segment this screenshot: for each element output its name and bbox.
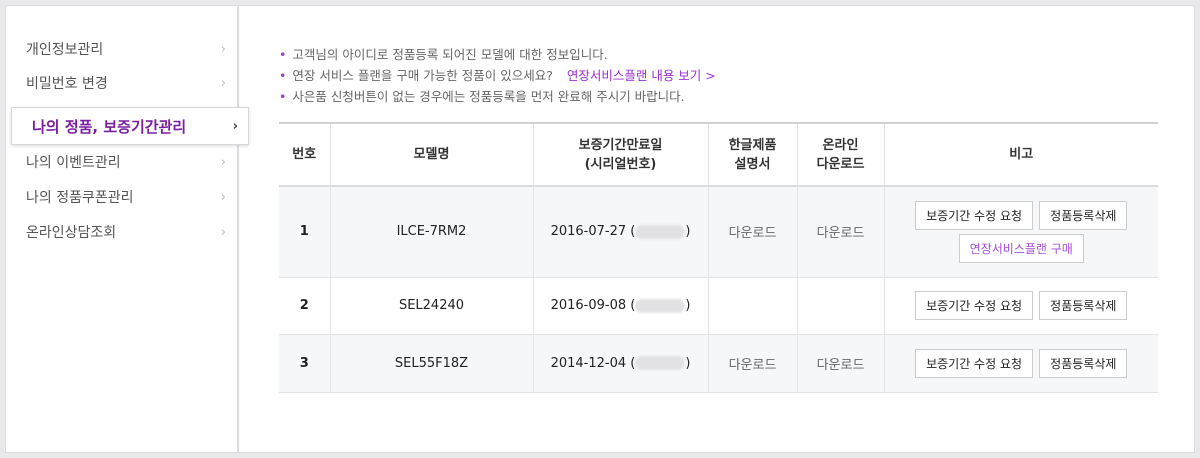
actions-cell: 보증기간 수정 요청 정품등록삭제 연장서비스플랜 구매 [883, 186, 1158, 277]
header-model: 모델명 [329, 123, 534, 186]
table-row: 1 ILCE-7RM2 2016-07-27 () 다운로드 다운로드 보증기간… [279, 186, 1158, 277]
buy-extended-plan-button[interactable]: 연장서비스플랜 구매 [958, 233, 1084, 263]
delete-registration-button[interactable]: 정품등록삭제 [1039, 291, 1128, 320]
warranty-date: 2014-12-04 () [532, 334, 709, 392]
chevron-right-icon: › [232, 118, 238, 134]
sidebar-item-password[interactable]: 비밀번호 변경 › [26, 66, 226, 100]
header-online: 온라인 다운로드 [796, 123, 885, 186]
chevron-right-icon: › [220, 154, 226, 170]
note-line: • 연장 서비스 플랜을 구매 가능한 정품이 있으세요? 연장서비스플랜 내용 보… [279, 65, 716, 86]
bullet-icon: • [279, 47, 287, 62]
note-line: • 사은품 신청버튼이 없는 경우에는 정품등록을 먼저 완료해 주시기 바랍니다… [279, 86, 716, 107]
delete-registration-button[interactable]: 정품등록삭제 [1039, 348, 1128, 378]
chevron-right-icon: › [220, 75, 226, 91]
extended-plan-info-link[interactable]: 연장서비스플랜 내용 보기 > [566, 68, 716, 83]
page-frame: 개인정보관리 › 비밀번호 변경 › 나의 정품, 보증기간관리 › 나의 이벤트관리… [5, 5, 1195, 453]
actions-cell: 보증기간 수정 요청 정품등록삭제 [883, 334, 1158, 392]
sidebar-item-label: 온라인상담조회 [26, 225, 117, 241]
sidebar-item-personal-info[interactable]: 개인정보관리 › [26, 32, 226, 66]
row-number: 1 [279, 186, 331, 277]
sidebar-item-label: 비밀번호 변경 [26, 76, 108, 92]
bullet-icon: • [279, 89, 287, 104]
table-row: 3 SEL55F18Z 2014-12-04 () 다운로드 다운로드 보증기간… [279, 334, 1158, 392]
header-note: 비고 [883, 123, 1158, 186]
chevron-right-icon: › [220, 41, 226, 57]
note-text: 사은품 신청버튼이 없는 경우에는 정품등록을 먼저 완료해 주시기 바랍니다. [292, 89, 685, 104]
chevron-right-icon: › [220, 224, 226, 240]
actions-cell: 보증기간 수정 요청 정품등록삭제 [883, 277, 1158, 334]
manual-download-link[interactable]: 다운로드 [707, 186, 798, 277]
note-line: • 고객님의 아이디로 정품등록 되어진 모델에 대한 정보입니다. [279, 44, 716, 65]
model-name: ILCE-7RM2 [329, 186, 534, 277]
delete-registration-button[interactable]: 정품등록삭제 [1039, 200, 1128, 230]
products-table: 번호 모델명 보증기간만료일 (시리얼번호) 한글제품 설명서 온라인 다운로드 비고… [279, 122, 1158, 393]
sidebar-item-label: 나의 이벤트관리 [26, 155, 121, 171]
sidebar-item-consultation[interactable]: 온라인상담조회 › [26, 215, 226, 249]
sidebar-item-label: 나의 정품쿠폰관리 [26, 190, 134, 206]
row-number: 2 [279, 277, 331, 334]
manual-download-link [707, 277, 798, 334]
online-download-link [796, 277, 885, 334]
sidebar-item-events[interactable]: 나의 이벤트관리 › [26, 145, 226, 179]
serial-redacted [635, 356, 686, 370]
sidebar-item-label: 나의 정품, 보증기간관리 [32, 117, 187, 136]
row-number: 3 [279, 334, 331, 392]
chevron-right-icon: › [220, 189, 226, 205]
warranty-edit-request-button[interactable]: 보증기간 수정 요청 [915, 200, 1034, 230]
warranty-date: 2016-07-27 () [532, 186, 709, 277]
online-download-link[interactable]: 다운로드 [796, 334, 885, 392]
info-notes: • 고객님의 아이디로 정품등록 되어진 모델에 대한 정보입니다. • 연장 서비… [279, 44, 716, 107]
table-row: 2 SEL24240 2016-09-08 () 보증기간 수정 요청 정품등록… [279, 277, 1158, 334]
header-warranty: 보증기간만료일 (시리얼번호) [532, 123, 709, 186]
warranty-date: 2016-09-08 () [532, 277, 709, 334]
manual-download-link[interactable]: 다운로드 [707, 334, 798, 392]
sidebar: 개인정보관리 › 비밀번호 변경 › 나의 정품, 보증기간관리 › 나의 이벤트관리… [6, 6, 249, 452]
warranty-edit-request-button[interactable]: 보증기간 수정 요청 [915, 348, 1034, 378]
warranty-edit-request-button[interactable]: 보증기간 수정 요청 [915, 291, 1034, 320]
model-name: SEL55F18Z [329, 334, 534, 392]
table-header: 번호 모델명 보증기간만료일 (시리얼번호) 한글제품 설명서 온라인 다운로드 비고 [279, 123, 1158, 186]
note-text: 고객님의 아이디로 정품등록 되어진 모델에 대한 정보입니다. [292, 47, 608, 62]
note-text: 연장 서비스 플랜을 구매 가능한 정품이 있으세요? [292, 68, 553, 83]
sidebar-item-products-warranty[interactable]: 나의 정품, 보증기간관리 › [11, 107, 249, 145]
header-manual: 한글제품 설명서 [707, 123, 798, 186]
header-no: 번호 [279, 123, 331, 186]
serial-redacted [635, 298, 686, 313]
bullet-icon: • [279, 68, 287, 83]
sidebar-item-coupons[interactable]: 나의 정품쿠폰관리 › [26, 180, 226, 214]
online-download-link[interactable]: 다운로드 [796, 186, 885, 277]
model-name: SEL24240 [329, 277, 534, 334]
serial-redacted [635, 224, 686, 239]
sidebar-item-label: 개인정보관리 [26, 42, 104, 58]
